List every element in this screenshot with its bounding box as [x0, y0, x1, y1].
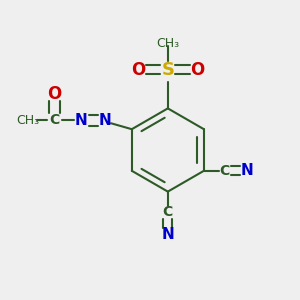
Text: N: N — [99, 113, 111, 128]
Text: O: O — [47, 85, 61, 103]
Text: O: O — [190, 61, 205, 79]
Text: N: N — [75, 113, 88, 128]
Text: C: C — [50, 113, 60, 127]
Text: N: N — [161, 227, 174, 242]
Text: N: N — [241, 163, 253, 178]
Text: CH₃: CH₃ — [16, 114, 39, 127]
Text: CH₃: CH₃ — [156, 37, 179, 50]
Text: C: C — [163, 206, 173, 219]
Text: S: S — [161, 61, 174, 79]
Text: C: C — [220, 164, 230, 178]
Text: O: O — [131, 61, 145, 79]
